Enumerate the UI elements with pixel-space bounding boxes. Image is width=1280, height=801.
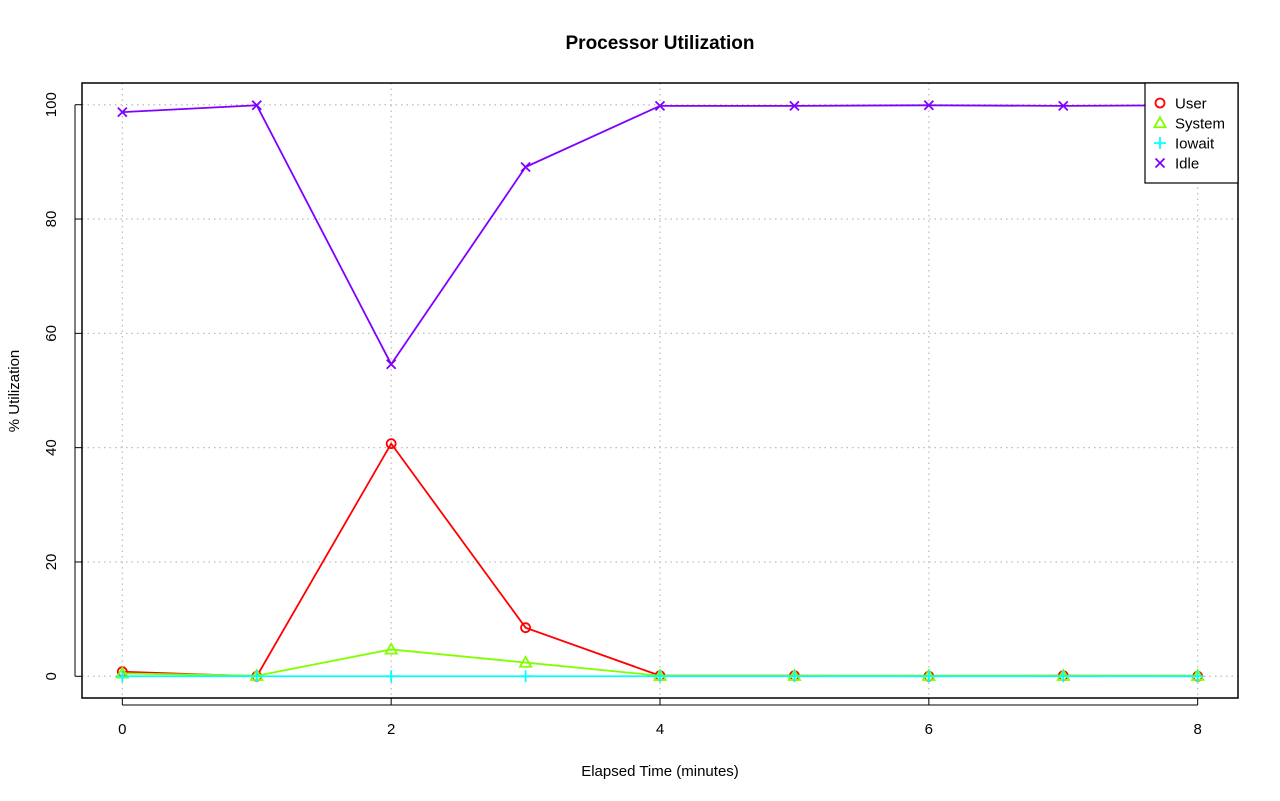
- y-tick-label: 20: [43, 554, 60, 571]
- y-tick-label: 0: [43, 672, 60, 680]
- legend: User System Iowait Idle: [1144, 82, 1239, 184]
- data-point-idle: [1058, 100, 1069, 111]
- data-point-iowait: [385, 670, 398, 683]
- x-tick-label: 4: [656, 721, 664, 738]
- series-iowait: [116, 670, 1204, 683]
- legend-marker-idle: [1154, 157, 1166, 169]
- y-tick-label: 40: [43, 439, 60, 456]
- data-point-iowait: [116, 670, 129, 683]
- data-point-idle: [251, 100, 262, 111]
- data-point-iowait: [788, 670, 801, 683]
- x-axis-label: Elapsed Time (minutes): [581, 763, 739, 780]
- x-tick-label: 0: [118, 721, 126, 738]
- data-point-user: [385, 438, 397, 450]
- data-point-idle: [520, 161, 531, 173]
- data-point-iowait: [519, 670, 532, 683]
- legend-label-user: User: [1175, 96, 1207, 113]
- data-point-iowait: [922, 670, 935, 683]
- legend-label-system: System: [1175, 116, 1225, 133]
- legend-marker-user: [1154, 97, 1166, 109]
- data-point-idle: [789, 100, 800, 111]
- data-point-system: [518, 655, 533, 668]
- data-point-user: [520, 622, 531, 634]
- legend-label-iowait: Iowait: [1175, 136, 1215, 153]
- data-point-iowait: [1057, 670, 1070, 683]
- data-point-system: [383, 641, 399, 655]
- legend-box: [1144, 82, 1239, 184]
- x-tick-label: 2: [387, 721, 395, 738]
- data-point-idle: [117, 107, 128, 118]
- legend-marker-iowait: [1154, 137, 1166, 149]
- y-tick-label: 60: [43, 325, 60, 342]
- y-tick-label: 80: [43, 211, 60, 228]
- data-point-idle: [654, 100, 666, 111]
- legend-label-idle: Idle: [1175, 156, 1199, 173]
- y-tick-label: 100: [43, 92, 60, 117]
- data-point-iowait: [654, 670, 666, 683]
- data-point-iowait: [250, 670, 263, 683]
- data-point-iowait: [1191, 670, 1204, 683]
- chart-title: Processor Utilization: [566, 33, 755, 54]
- y-axis-label: % Utilization: [6, 350, 23, 433]
- x-tick-label: 8: [1194, 721, 1202, 738]
- x-tick-label: 6: [925, 721, 933, 738]
- data-point-idle: [923, 100, 934, 111]
- legend-marker-system: [1152, 115, 1168, 129]
- series-group: [115, 100, 1205, 683]
- data-point-idle: [386, 359, 397, 370]
